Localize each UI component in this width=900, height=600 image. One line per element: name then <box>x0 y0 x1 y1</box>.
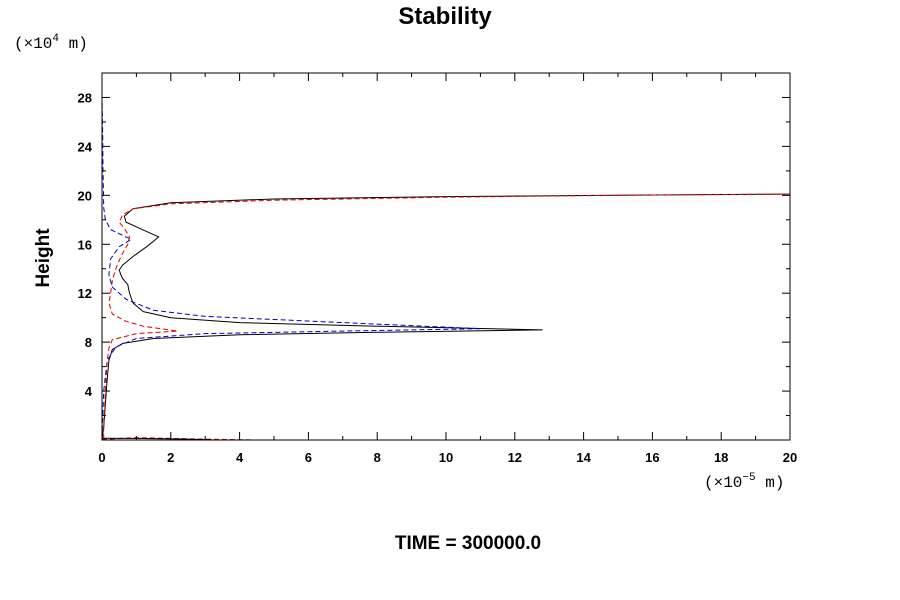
y-tick-label-16: 16 <box>78 237 92 252</box>
x-tick-label-8: 8 <box>374 450 381 465</box>
series-layer <box>101 79 791 441</box>
x-unit-exponent: −5 <box>742 472 755 484</box>
x-unit-prefix: (×10 <box>704 474 742 492</box>
x-tick-label-14: 14 <box>576 450 591 465</box>
series-line-2 <box>101 79 481 439</box>
y-tick-label-4: 4 <box>85 384 93 399</box>
series-line-3 <box>103 193 791 439</box>
x-tick-label-2: 2 <box>167 450 174 465</box>
y-tick-label-24: 24 <box>78 139 93 154</box>
chart-title: Stability <box>398 3 492 30</box>
y-tick-label-28: 28 <box>78 90 92 105</box>
y-tick-label-12: 12 <box>78 286 92 301</box>
x-tick-label-20: 20 <box>783 450 797 465</box>
x-axis-unit: (×10−5 m) <box>704 472 784 492</box>
x-tick-label-12: 12 <box>508 450 522 465</box>
y-tick-label-20: 20 <box>78 188 92 203</box>
x-unit-suffix: m) <box>756 474 785 492</box>
time-caption: TIME = 300000.0 <box>395 533 541 554</box>
x-tick-label-10: 10 <box>439 450 453 465</box>
y-unit-suffix: m) <box>59 35 88 53</box>
y-axis-unit: (×104 m) <box>14 33 88 53</box>
series-line-5 <box>101 437 213 441</box>
y-unit-exponent: 4 <box>52 33 59 45</box>
y-unit-prefix: (×10 <box>14 35 52 53</box>
x-tick-label-4: 4 <box>236 450 244 465</box>
y-tick-label-8: 8 <box>85 335 92 350</box>
x-tick-label-0: 0 <box>98 450 105 465</box>
x-tick-label-18: 18 <box>714 450 728 465</box>
plot-frame <box>101 72 791 441</box>
x-tick-label-16: 16 <box>645 450 659 465</box>
y-axis-label: Height <box>33 228 54 288</box>
x-tick-label-6: 6 <box>305 450 312 465</box>
